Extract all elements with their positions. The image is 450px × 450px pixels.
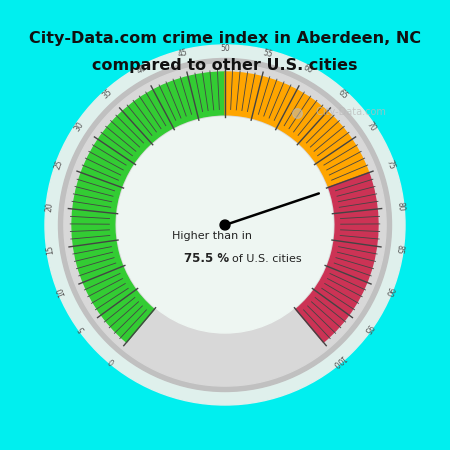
- Text: City-Data.com: City-Data.com: [313, 107, 386, 117]
- Text: 100: 100: [330, 352, 347, 368]
- Text: 65: 65: [337, 87, 350, 100]
- Text: 10: 10: [55, 285, 68, 297]
- Text: 55: 55: [262, 48, 274, 59]
- Wedge shape: [296, 173, 378, 342]
- Text: 60: 60: [302, 63, 314, 76]
- Text: 80: 80: [396, 201, 405, 212]
- Text: 40: 40: [136, 63, 149, 76]
- Wedge shape: [225, 72, 369, 187]
- Text: 95: 95: [361, 322, 374, 335]
- Circle shape: [64, 64, 386, 386]
- Text: of U.S. cities: of U.S. cities: [232, 254, 302, 264]
- Text: 5: 5: [77, 324, 87, 333]
- Text: compared to other U.S. cities: compared to other U.S. cities: [92, 58, 358, 73]
- Text: 90: 90: [382, 285, 395, 297]
- Wedge shape: [72, 72, 225, 342]
- Text: 45: 45: [176, 48, 188, 59]
- Text: 70: 70: [365, 120, 378, 133]
- Bar: [0, 0, 450, 90]
- Text: 15: 15: [45, 244, 55, 255]
- Text: City-Data.com crime index in Aberdeen, NC: City-Data.com crime index in Aberdeen, N…: [29, 31, 421, 46]
- Text: Higher than in: Higher than in: [171, 231, 252, 241]
- Text: 50: 50: [220, 44, 230, 53]
- Circle shape: [58, 58, 392, 392]
- Text: 35: 35: [100, 87, 113, 100]
- Circle shape: [117, 117, 333, 333]
- Circle shape: [45, 45, 405, 405]
- Text: 85: 85: [395, 244, 405, 255]
- Text: 30: 30: [72, 120, 85, 133]
- Text: 0: 0: [107, 355, 117, 365]
- Text: 25: 25: [54, 158, 65, 171]
- Text: 20: 20: [45, 201, 54, 212]
- Text: 75.5 %: 75.5 %: [184, 252, 230, 265]
- Text: 75: 75: [385, 158, 396, 171]
- Circle shape: [220, 220, 230, 230]
